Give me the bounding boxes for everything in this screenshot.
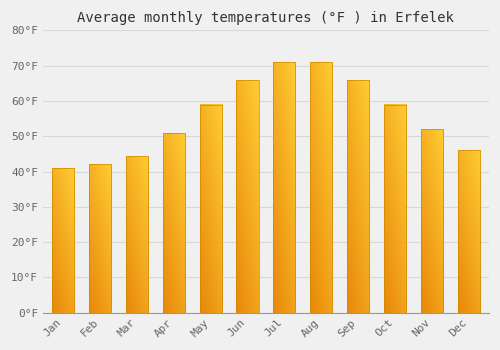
Title: Average monthly temperatures (°F ) in Erfelek: Average monthly temperatures (°F ) in Er… — [78, 11, 454, 25]
Bar — [347, 80, 369, 313]
Bar — [89, 164, 111, 313]
Bar — [274, 62, 295, 313]
Bar — [420, 129, 443, 313]
Bar — [458, 150, 479, 313]
Bar — [52, 168, 74, 313]
Bar — [236, 80, 258, 313]
Bar — [384, 105, 406, 313]
Bar — [162, 133, 185, 313]
Bar — [126, 156, 148, 313]
Bar — [200, 105, 222, 313]
Bar — [310, 62, 332, 313]
